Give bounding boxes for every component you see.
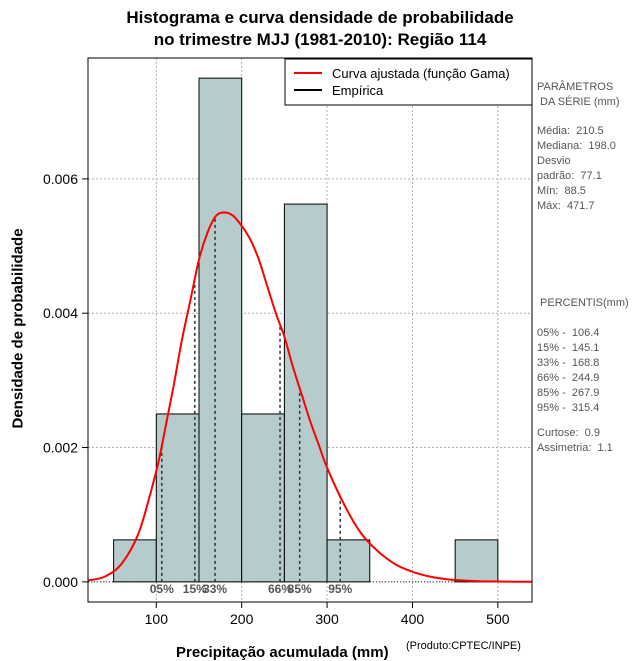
legend: Curva ajustada (função Gama) Empírica (284, 58, 533, 106)
percentile-label: 85% (288, 582, 312, 596)
histogram-bar (326, 539, 371, 583)
legend-gamma-label: Curva ajustada (função Gama) (332, 66, 510, 81)
histogram-bar (454, 539, 499, 583)
histogram-bar (283, 203, 328, 583)
percentile-label: 15% (183, 582, 207, 596)
y-tick-label: 0.000 (43, 574, 78, 590)
x-axis-label: Precipitação acumulada (mm) (176, 644, 389, 661)
histogram-bar (113, 539, 157, 583)
percentile-label: 95% (328, 582, 352, 596)
y-tick-label: 0.002 (43, 440, 78, 456)
chart-title-line1: Histograma e curva densidade de probabil… (126, 8, 514, 27)
gamma-curve (87, 211, 533, 583)
y-tick-label: 0.004 (43, 305, 78, 321)
percentis-title: PERCENTIS(mm) (537, 297, 629, 309)
percentile-label: 33% (203, 582, 227, 596)
histogram-bar (198, 77, 243, 583)
x-tick-label: 300 (315, 611, 339, 627)
params-title: PARÂMETROS DA SÉRIE (mm) (537, 81, 620, 108)
x-tick-label: 400 (401, 611, 425, 627)
x-tick-label: 500 (486, 611, 510, 627)
shape-stats: Curtose: 0.9 Assimetria: 1.1 (537, 427, 613, 454)
plot-frame (87, 57, 533, 603)
percentis-values: 05% - 106.4 15% - 145.1 33% - 168.8 66% … (537, 327, 600, 414)
y-tick-label: 0.006 (43, 171, 78, 187)
legend-empirical-label: Empírica (332, 83, 384, 98)
percentile-label: 05% (150, 582, 174, 596)
histogram-bar (241, 413, 285, 583)
x-tick-label: 200 (230, 611, 254, 627)
percentile-label: 66% (268, 582, 292, 596)
product-credit: (Produto:CPTEC/INPE) (406, 640, 521, 652)
y-axis-label: Densidade de probabilidade (9, 228, 27, 429)
params-values: Média: 210.5 Mediana: 198.0 Desvio padrã… (537, 125, 616, 212)
legend-box (284, 58, 533, 106)
x-tick-label: 100 (145, 611, 169, 627)
chart-title-line2: no trimestre MJJ (1981-2010): Região 114 (153, 30, 487, 49)
